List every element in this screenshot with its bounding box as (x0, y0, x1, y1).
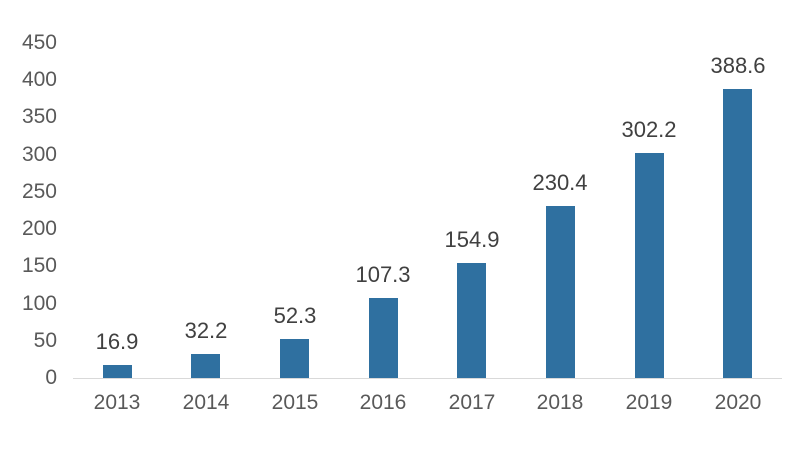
bar-2019 (635, 153, 664, 378)
bar-value-label: 388.6 (710, 53, 766, 78)
bar-value-label: 154.9 (444, 227, 500, 252)
bar-value-label: 32.2 (184, 318, 228, 343)
x-tick-label: 2018 (536, 391, 584, 414)
y-tick-label: 300 (21, 142, 57, 166)
y-tick-label: 100 (21, 291, 57, 315)
x-axis-line (73, 378, 782, 379)
x-tick-label: 2013 (93, 391, 141, 414)
bar-value-label: 52.3 (273, 303, 317, 328)
y-tick-label: 200 (21, 217, 57, 241)
bar-value-label: 107.3 (355, 262, 411, 287)
bar-value-label: 302.2 (621, 117, 677, 142)
bar-2016 (369, 298, 398, 378)
x-tick-label: 2020 (714, 391, 762, 414)
y-tick-label: 400 (21, 68, 57, 92)
x-tick-label: 2019 (625, 391, 673, 414)
x-tick-label: 2017 (448, 391, 496, 414)
bar-2013 (103, 365, 132, 378)
bar-2020 (723, 89, 752, 378)
bar-2015 (280, 339, 309, 378)
bar-2017 (457, 263, 486, 378)
y-tick-label: 50 (33, 328, 57, 352)
x-tick-label: 2014 (182, 391, 230, 414)
y-tick-label: 350 (21, 105, 57, 129)
x-tick-label: 2016 (359, 391, 407, 414)
bar-2018 (546, 206, 575, 378)
y-tick-label: 450 (21, 31, 57, 54)
y-tick-label: 250 (21, 179, 57, 203)
bar-value-label: 230.4 (532, 170, 588, 195)
y-tick-label: 150 (21, 254, 57, 278)
y-tick-label: 0 (45, 366, 57, 389)
bar-2014 (191, 354, 220, 378)
bar-value-label: 16.9 (95, 329, 139, 354)
x-tick-label: 2015 (271, 391, 319, 414)
